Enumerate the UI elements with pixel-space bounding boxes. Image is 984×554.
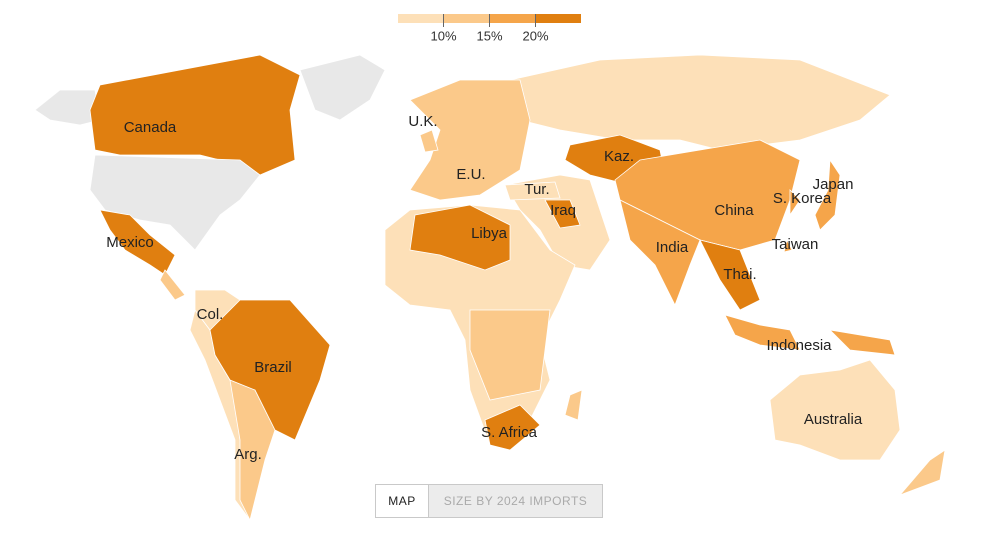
china [614,139,801,251]
country-label: Libya [471,225,508,242]
madagascar [564,389,583,421]
countries [34,54,946,522]
japan [814,158,841,231]
korea [789,189,801,217]
country-label: Kaz. [604,148,634,165]
turkey [504,181,561,201]
greenland [299,54,386,121]
central-america [159,269,186,301]
country-label: U.K. [408,113,437,130]
country-label: Japan [813,176,854,193]
country-label: Arg. [234,446,262,463]
legend-label: 10% [430,28,456,43]
central-africa [469,309,551,401]
legend-swatch [444,14,489,23]
country-label: Brazil [254,359,292,376]
canada [89,54,301,176]
country-label: Iraq [550,202,576,219]
size-button[interactable]: SIZE BY 2024 IMPORTS [429,485,602,517]
country-label: Indonesia [766,337,832,354]
new-guinea [828,329,896,356]
legend-swatch [535,14,581,23]
country-label: China [714,202,754,219]
country-label: Thai. [723,266,756,283]
brazil [209,299,331,441]
iraq [544,199,581,229]
new-zealand [899,449,946,496]
south-africa [484,404,541,451]
country-label: Col. [197,306,224,323]
alaska [34,89,101,126]
legend-swatch [489,14,535,23]
australia [769,359,901,461]
taiwan [783,238,793,253]
country-label: India [656,239,689,256]
map-button[interactable]: MAP [376,485,429,517]
indonesia [724,314,801,351]
usa [89,154,261,251]
legend-label: 20% [522,28,548,43]
libya-algeria [409,204,511,271]
uk [419,129,439,153]
country-label: E.U. [456,166,485,183]
legend [398,14,581,27]
india [619,199,701,306]
southeast-asia [699,239,761,311]
country-label: Tur. [524,181,549,198]
legend-swatch [398,14,444,23]
country-label: S. Korea [773,190,832,207]
legend-label: 15% [476,28,502,43]
country-label: S. Africa [481,424,538,441]
country-label: Mexico [106,234,154,251]
country-label: Australia [804,411,863,428]
country-label: Canada [124,119,177,136]
view-toggle: MAP SIZE BY 2024 IMPORTS [375,484,603,518]
russia [509,54,891,151]
country-label: Taiwan [772,236,819,253]
